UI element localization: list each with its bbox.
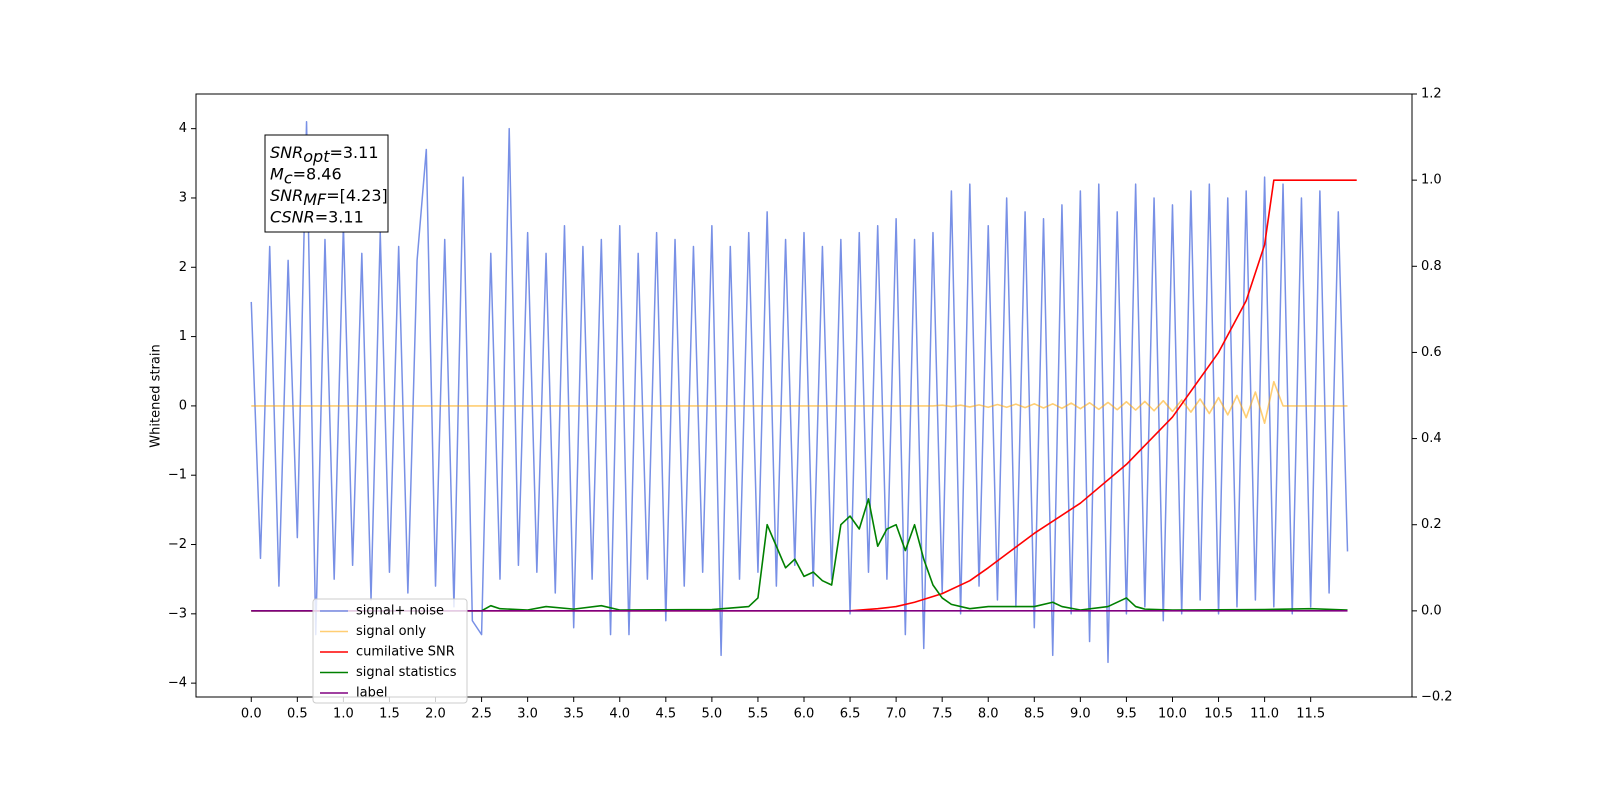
- x-tick-label: 3.0: [517, 707, 538, 722]
- x-tick-label: 6.0: [794, 707, 815, 722]
- annotation-symbol: SNR: [270, 186, 303, 205]
- x-tick-label: 11.5: [1296, 707, 1325, 722]
- annotation-symbol: SNR: [270, 143, 303, 162]
- x-tick-label: 4.0: [609, 707, 630, 722]
- annotation-value: =3.11: [329, 143, 378, 162]
- y-tick-label: 2: [179, 260, 187, 275]
- legend-label: cumilative SNR: [356, 645, 455, 660]
- series-line: [251, 498, 1348, 612]
- annotation-subscript: c: [284, 168, 293, 187]
- y-tick-label: −2: [168, 537, 187, 552]
- x-tick-label: 6.5: [840, 707, 861, 722]
- x-tick-label: 3.5: [563, 707, 584, 722]
- legend-label: label: [356, 686, 387, 701]
- x-tick-label: 5.5: [748, 707, 769, 722]
- annotation-line: CSNR=3.11: [270, 207, 364, 226]
- x-tick-label: 8.0: [978, 707, 999, 722]
- y2-tick-label: −0.2: [1421, 690, 1453, 705]
- legend: signal+ noise signal only cumilative SNR si…: [312, 598, 468, 704]
- legend-label: signal only: [356, 624, 426, 639]
- y2-tick-label: 0.8: [1421, 259, 1442, 274]
- x-tick-label: 5.0: [702, 707, 723, 722]
- y2-tick-label: 0.4: [1421, 431, 1442, 446]
- legend-label: signal+ noise: [356, 604, 444, 619]
- annotation-symbol: CSNR: [270, 207, 315, 226]
- x-tick-label: 0.5: [287, 707, 308, 722]
- y2-tick-label: 1.2: [1421, 87, 1442, 102]
- y2-tick-label: 0.2: [1421, 517, 1442, 532]
- y-tick-label: 3: [179, 190, 187, 205]
- annotation-value: =8.46: [293, 164, 342, 183]
- annotation-subscript: MF: [303, 190, 327, 209]
- y-axis-label: Whitened strain: [149, 344, 164, 447]
- x-tick-label: 2.5: [471, 707, 492, 722]
- x-tick-label: 4.5: [655, 707, 676, 722]
- x-tick-label: 2.0: [425, 707, 446, 722]
- y-tick-label: 1: [179, 329, 187, 344]
- x-tick-label: 9.5: [1116, 707, 1137, 722]
- annotation-symbol: M: [270, 164, 284, 183]
- x-tick-label: 1.5: [379, 707, 400, 722]
- x-tick-label: 0.0: [241, 707, 262, 722]
- y-tick-label: −3: [168, 606, 187, 621]
- legend-label: signal statistics: [356, 665, 457, 680]
- annotation-subscript: opt: [303, 147, 330, 166]
- x-tick-label: 7.0: [886, 707, 907, 722]
- annotation-value: =3.11: [315, 207, 364, 226]
- y-tick-label: 4: [179, 121, 187, 136]
- annotation-value: =[4.23]: [326, 186, 388, 205]
- annotation-box: [264, 134, 389, 233]
- annotation-line: SNRMF=[4.23]: [270, 186, 388, 209]
- y2-tick-label: 0.0: [1421, 603, 1442, 618]
- x-tick-label: 9.0: [1070, 707, 1091, 722]
- x-tick-label: 1.0: [333, 707, 354, 722]
- legend-box: [312, 598, 468, 704]
- y-tick-label: −4: [168, 676, 187, 691]
- series-line: [251, 380, 1348, 425]
- x-tick-label: 8.5: [1024, 707, 1045, 722]
- y2-tick-label: 1.0: [1421, 173, 1442, 188]
- annotation-line: Mc=8.46: [270, 164, 342, 187]
- x-tick-label: 10.5: [1204, 707, 1233, 722]
- y-tick-label: 0: [179, 398, 187, 413]
- y-tick-label: −1: [168, 468, 187, 483]
- annotation-line: SNRopt=3.11: [270, 143, 379, 166]
- series-line: [251, 179, 1357, 612]
- x-tick-label: 11.0: [1250, 707, 1279, 722]
- x-tick-label: 10.0: [1158, 707, 1187, 722]
- series-line: [250, 120, 1349, 664]
- y2-tick-label: 0.6: [1421, 345, 1442, 360]
- x-tick-label: 7.5: [932, 707, 953, 722]
